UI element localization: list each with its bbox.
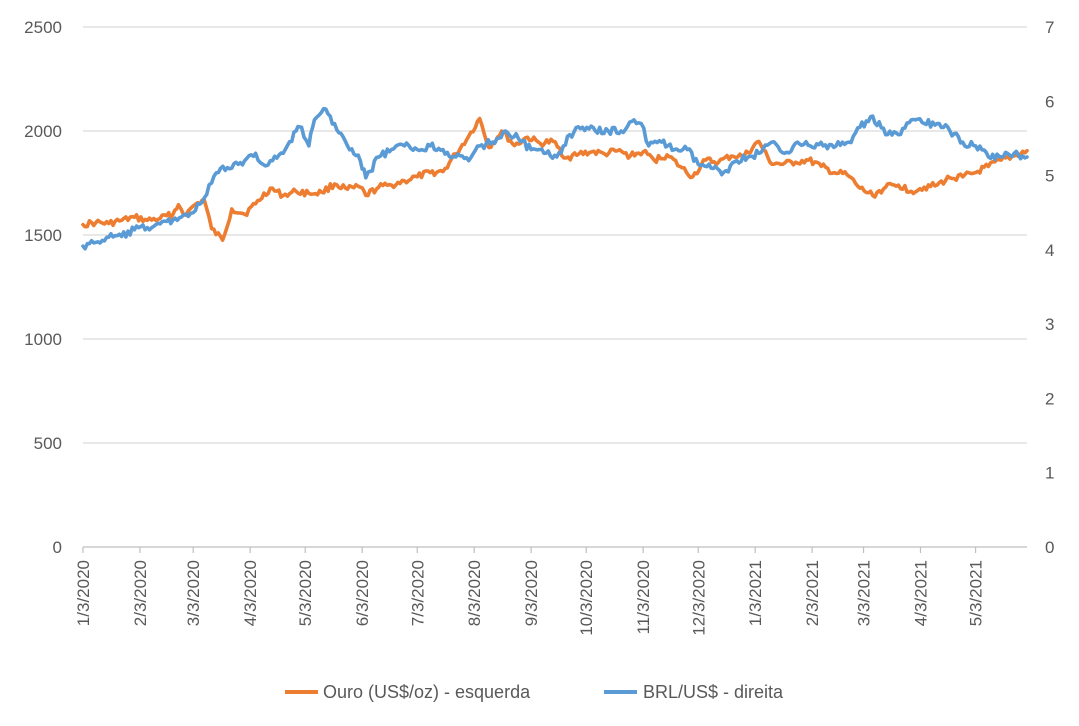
series-line-gold	[81, 116, 1029, 242]
legend-label-brl: BRL/US$ - direita	[643, 682, 784, 702]
series-line-brl	[81, 106, 1029, 251]
y-right-tick-label: 4	[1045, 241, 1054, 260]
series-layer	[81, 106, 1029, 251]
x-tick-label: 4/3/2020	[241, 560, 260, 626]
x-tick-label: 3/3/2021	[855, 560, 874, 626]
y-right-tick-label: 6	[1045, 92, 1054, 111]
gridlines	[83, 26, 1027, 444]
left-axis-ticks: 0 500 1000 1500 2000 2500	[24, 18, 62, 557]
y-right-tick-label: 7	[1045, 18, 1054, 37]
right-axis-ticks: 0 1 2 3 4 5 6 7	[1045, 18, 1054, 557]
y-left-tick-label: 500	[34, 434, 62, 453]
x-tick-label: 3/3/2020	[184, 560, 203, 626]
y-left-tick-label: 2000	[24, 122, 62, 141]
x-tick-label: 1/3/2020	[74, 560, 93, 626]
x-tick-label: 7/3/2020	[408, 560, 427, 626]
x-axis: 1/3/2020 2/3/2020 3/3/2020 4/3/2020 5/3/2020…	[74, 546, 1027, 636]
x-tick-label: 4/3/2021	[911, 560, 930, 626]
y-left-tick-label: 1000	[24, 330, 62, 349]
y-left-tick-label: 0	[53, 538, 62, 557]
x-tick-label: 8/3/2020	[465, 560, 484, 626]
y-left-tick-label: 1500	[24, 226, 62, 245]
legend: Ouro (US$/oz) - esquerda BRL/US$ - direi…	[285, 682, 784, 702]
y-right-tick-label: 0	[1045, 538, 1054, 557]
x-tick-label: 2/3/2020	[131, 560, 150, 626]
x-tick-label: 5/3/2021	[967, 560, 986, 626]
y-right-tick-label: 3	[1045, 315, 1054, 334]
x-tick-label: 6/3/2020	[353, 560, 372, 626]
x-tick-label: 2/3/2021	[803, 560, 822, 626]
x-tick-label: 11/3/2020	[634, 560, 653, 634]
y-left-tick-label: 2500	[24, 18, 62, 37]
y-right-tick-label: 5	[1045, 167, 1054, 186]
x-tick-label: 9/3/2020	[522, 560, 541, 626]
legend-label-gold: Ouro (US$/oz) - esquerda	[323, 682, 531, 702]
x-tick-label: 12/3/2020	[689, 560, 708, 636]
x-tick-label: 1/3/2021	[746, 560, 765, 626]
y-right-tick-label: 1	[1045, 464, 1054, 483]
y-right-tick-label: 2	[1045, 389, 1054, 408]
x-tick-label: 5/3/2020	[296, 560, 315, 626]
x-tick-label: 10/3/2020	[577, 560, 596, 636]
